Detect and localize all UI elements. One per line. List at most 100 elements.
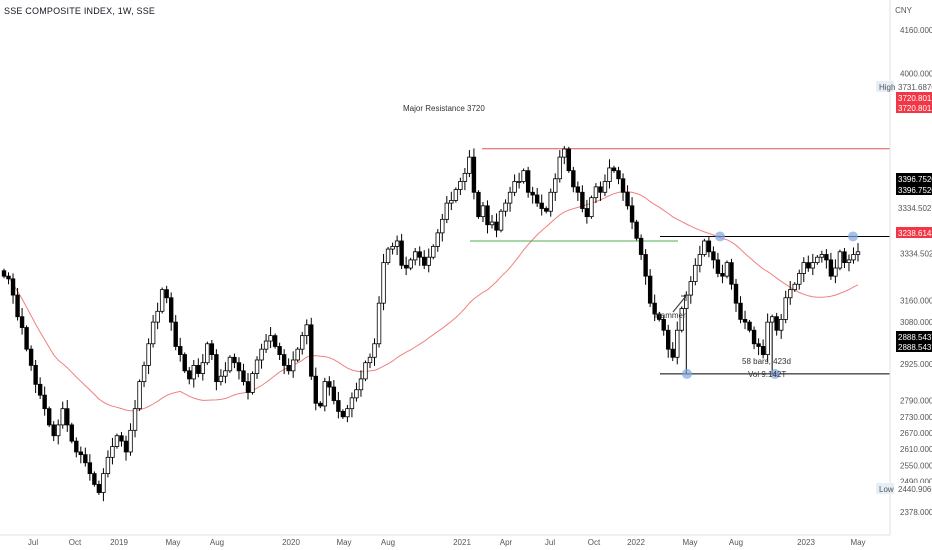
- candle-body: [778, 319, 784, 331]
- badge-label-bg: [876, 483, 894, 494]
- markers-layer: [682, 231, 858, 379]
- price-badge-value: 3396.7520: [898, 186, 932, 195]
- candle-body: [571, 170, 576, 188]
- candle-body: [815, 256, 820, 264]
- candle-body: [638, 237, 644, 255]
- price-tick: 2730.0000: [900, 413, 932, 422]
- price-tick: 2670.0000: [900, 429, 932, 438]
- candle-body: [711, 251, 716, 261]
- hammer-label: Hammer: [655, 311, 686, 320]
- candle-body: [372, 343, 377, 358]
- time-tick: Aug: [381, 538, 395, 547]
- candle-body: [83, 454, 88, 464]
- candle-body: [842, 251, 847, 264]
- candle-body: [150, 321, 156, 345]
- candle-body: [534, 194, 540, 204]
- candle-body: [19, 316, 25, 328]
- time-tick: May: [682, 538, 697, 547]
- range-bars-label: 58 bars, 423d: [742, 357, 791, 366]
- candle-body: [846, 259, 852, 264]
- candle-body: [173, 321, 178, 347]
- candle-body: [611, 167, 617, 172]
- time-tick: 2019: [110, 538, 128, 547]
- candle-body: [250, 373, 255, 393]
- price-tick: 2378.0000: [900, 508, 932, 517]
- candle-body: [661, 319, 666, 331]
- candle-body: [300, 335, 305, 350]
- candle-body: [530, 191, 535, 196]
- candle-body: [679, 308, 684, 331]
- price-badge: [896, 81, 932, 92]
- candle-body: [141, 364, 147, 383]
- candle-body: [182, 354, 187, 372]
- price-tick: 4160.0000: [900, 26, 932, 35]
- candle-body: [42, 394, 47, 410]
- candle-body: [851, 254, 856, 261]
- moving-average-line: [3, 191, 859, 412]
- price-tick: 2550.0000: [900, 461, 932, 470]
- moving-average-layer: [3, 191, 859, 412]
- candle-body: [408, 259, 413, 269]
- candle-body: [223, 370, 228, 377]
- candle-body: [295, 348, 300, 361]
- candle-body: [453, 189, 459, 201]
- candle-body: [123, 440, 129, 453]
- price-tick: 2790.0000: [900, 397, 932, 406]
- candle-body: [458, 181, 463, 190]
- candle-body: [218, 375, 224, 383]
- price-badge-value: 3720.8012: [898, 94, 932, 103]
- time-tick: 2020: [282, 538, 300, 547]
- pivot-marker: [770, 368, 780, 379]
- candle-body: [304, 324, 309, 337]
- time-tick: 2022: [627, 538, 645, 547]
- candle-body: [164, 289, 169, 299]
- candle-body: [489, 221, 495, 226]
- candle-body: [801, 262, 806, 274]
- candle-body: [810, 262, 816, 269]
- candle-body: [422, 256, 427, 266]
- price-badge: [896, 92, 932, 103]
- candle-body: [580, 191, 585, 209]
- candle-body: [6, 275, 11, 280]
- candle-body: [507, 191, 513, 204]
- time-tick: May: [165, 538, 180, 547]
- candle-body: [28, 348, 34, 366]
- candle-body: [110, 446, 115, 458]
- candles-layer: [1, 146, 861, 502]
- time-tick: Oct: [588, 538, 601, 547]
- time-tick: 2023: [797, 538, 815, 547]
- candle-body: [10, 278, 16, 296]
- candle-body: [806, 262, 811, 269]
- price-tick: 3080.0000: [900, 318, 932, 327]
- candle-body: [625, 191, 630, 207]
- pivot-marker: [848, 231, 858, 242]
- price-badge: [896, 341, 932, 352]
- hammer-arrow: [672, 295, 687, 313]
- candle-body: [553, 178, 558, 193]
- candle-body: [503, 202, 508, 212]
- price-badge-value: 3238.6143: [898, 229, 932, 238]
- candle-body: [783, 297, 788, 320]
- candle-body: [46, 408, 52, 426]
- price-badge-value: 3334.5027: [898, 204, 932, 213]
- candle-body: [363, 362, 368, 380]
- candle-body: [729, 262, 734, 285]
- candle-body: [747, 321, 752, 331]
- candle-body: [209, 343, 215, 355]
- time-tick: 2021: [453, 538, 471, 547]
- candle-body: [33, 364, 38, 385]
- candle-body: [607, 167, 612, 182]
- time-tick: Apr: [500, 538, 513, 547]
- candle-body: [643, 254, 648, 277]
- candle-body: [24, 327, 29, 350]
- candle-body: [399, 240, 404, 266]
- candle-body: [277, 346, 282, 355]
- candle-body: [137, 381, 142, 410]
- candle-body: [119, 435, 124, 442]
- candle-body: [824, 254, 829, 261]
- candle-body: [435, 232, 440, 247]
- candle-body: [92, 473, 97, 485]
- candle-body: [322, 381, 328, 407]
